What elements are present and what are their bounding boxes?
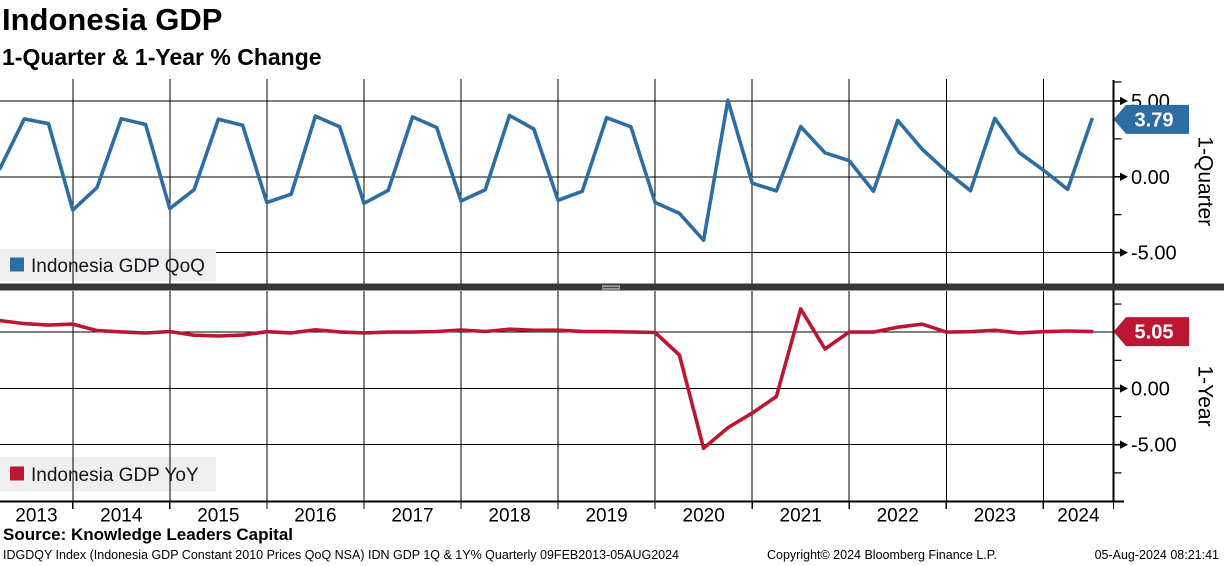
y-axis-tick-label: -5.00 [1131,243,1177,265]
x-axis-year-label: 2023 [974,506,1016,527]
page-title: Indonesia GDP [2,2,223,37]
y-axis-tick-label: 0.00 [1131,378,1170,400]
source-note: Source: Knowledge Leaders Capital [3,525,294,544]
y-axis-tick-label: 0.00 [1131,167,1170,189]
x-axis-year-label: 2022 [877,506,919,527]
axis-tick-arrow-icon [1120,248,1128,257]
x-axis-year-label: 2017 [391,506,433,527]
last-value-label: 3.79 [1135,109,1174,131]
y-axis-title: 1-Year [1194,365,1217,426]
y-axis-tick-label: -5.00 [1131,435,1177,457]
timestamp: 05-Aug-2024 08:21:41 [1094,548,1219,562]
ticker-disclaimer: IDGDQY Index (Indonesia GDP Constant 201… [3,548,680,562]
axis-tick-arrow-icon [1120,440,1128,449]
legend-box[interactable] [0,457,216,491]
legend-swatch-icon [10,466,24,481]
qoq-series-line [0,98,1094,243]
axis-tick-arrow-icon [1120,96,1128,106]
axis-tick-arrow-icon [1120,172,1128,181]
x-axis-year-label: 2016 [294,506,336,527]
page-subtitle: 1-Quarter & 1-Year % Change [2,44,322,70]
last-value-badge [1113,104,1189,134]
copyright-note: Copyright© 2024 Bloomberg Finance L.P. [767,548,997,562]
yoy-series-line [0,307,1094,451]
axis-tick-arrow-icon [1120,384,1128,393]
x-axis-year-label: 2019 [585,506,627,527]
last-value-badge [1113,317,1189,347]
legend-label: Indonesia GDP YoY [31,465,199,486]
legend-swatch-icon [10,257,24,272]
x-axis-year-label: 2018 [488,506,530,527]
x-axis-year-label: 2015 [197,506,239,527]
x-axis-year-label: 2020 [683,506,725,527]
y-axis-title: 1-Quarter [1194,136,1217,226]
x-axis-year-label: 2021 [780,506,822,527]
x-axis-year-label: 2013 [15,506,57,527]
x-axis-year-label: 2014 [100,506,143,527]
last-value-label: 5.05 [1135,322,1174,344]
legend-label: Indonesia GDP QoQ [31,256,205,277]
legend-box[interactable] [0,249,216,281]
x-axis-year-label: 2024 [1057,506,1100,527]
